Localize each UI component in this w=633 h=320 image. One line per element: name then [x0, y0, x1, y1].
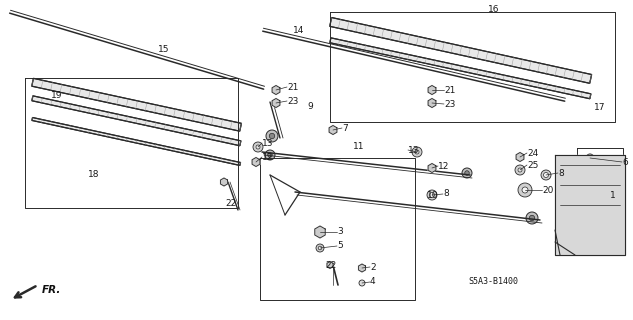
Text: 9: 9 — [307, 101, 313, 110]
Polygon shape — [358, 264, 365, 272]
Circle shape — [529, 215, 535, 221]
Polygon shape — [32, 96, 241, 146]
Circle shape — [222, 180, 226, 184]
Polygon shape — [252, 157, 260, 166]
Text: 23: 23 — [444, 100, 455, 108]
Polygon shape — [327, 261, 333, 268]
Polygon shape — [32, 117, 241, 165]
Circle shape — [318, 246, 322, 250]
Circle shape — [415, 150, 419, 154]
Circle shape — [430, 193, 434, 197]
Polygon shape — [329, 125, 337, 134]
Circle shape — [360, 266, 364, 270]
Text: 6: 6 — [622, 157, 628, 166]
Circle shape — [576, 196, 584, 204]
Text: 2: 2 — [370, 262, 375, 271]
Circle shape — [430, 165, 434, 171]
Circle shape — [594, 219, 606, 231]
Polygon shape — [272, 85, 280, 94]
Circle shape — [412, 147, 422, 157]
Text: 15: 15 — [158, 44, 170, 53]
Polygon shape — [516, 153, 524, 162]
Circle shape — [268, 153, 272, 157]
Circle shape — [256, 145, 260, 149]
Text: 14: 14 — [293, 26, 304, 35]
Circle shape — [359, 280, 365, 286]
Text: 8: 8 — [558, 169, 564, 178]
Circle shape — [269, 133, 275, 139]
Text: 13: 13 — [408, 146, 420, 155]
Polygon shape — [32, 78, 241, 131]
Circle shape — [465, 171, 469, 175]
Circle shape — [589, 185, 591, 187]
Text: 5: 5 — [337, 242, 342, 251]
Text: 18: 18 — [88, 170, 99, 179]
Text: 12: 12 — [438, 162, 449, 171]
Circle shape — [544, 172, 549, 178]
Circle shape — [586, 168, 594, 176]
Circle shape — [427, 190, 437, 200]
Polygon shape — [428, 164, 436, 172]
Text: 12: 12 — [262, 153, 273, 162]
Circle shape — [328, 263, 332, 267]
Polygon shape — [555, 155, 625, 255]
Text: 20: 20 — [542, 186, 553, 195]
Circle shape — [273, 88, 279, 92]
Circle shape — [588, 156, 592, 160]
Text: 8: 8 — [443, 189, 449, 198]
Circle shape — [522, 187, 528, 193]
Circle shape — [316, 229, 323, 235]
Text: 25: 25 — [527, 161, 539, 170]
Polygon shape — [315, 226, 325, 238]
Circle shape — [587, 183, 593, 189]
Text: 17: 17 — [594, 102, 606, 111]
Circle shape — [430, 100, 434, 106]
Polygon shape — [330, 38, 591, 99]
Text: 23: 23 — [287, 97, 298, 106]
Polygon shape — [272, 99, 280, 108]
Circle shape — [316, 244, 324, 252]
Circle shape — [265, 150, 275, 160]
Text: 22: 22 — [225, 199, 236, 209]
Text: FR.: FR. — [42, 285, 61, 295]
Text: 21: 21 — [287, 83, 298, 92]
Circle shape — [518, 155, 522, 159]
Text: 7: 7 — [342, 124, 348, 132]
Circle shape — [572, 192, 588, 208]
Circle shape — [518, 183, 532, 197]
Text: 22: 22 — [325, 261, 336, 270]
Text: 10: 10 — [427, 191, 439, 201]
Circle shape — [254, 160, 258, 164]
Text: 19: 19 — [51, 91, 63, 100]
Circle shape — [515, 165, 525, 175]
Polygon shape — [428, 99, 436, 108]
Circle shape — [430, 88, 434, 92]
Text: 21: 21 — [444, 85, 455, 94]
Circle shape — [266, 130, 278, 142]
Polygon shape — [330, 18, 592, 83]
Circle shape — [273, 100, 279, 106]
Text: 4: 4 — [370, 277, 375, 286]
Circle shape — [597, 222, 603, 228]
Text: 13: 13 — [262, 139, 273, 148]
Text: 11: 11 — [353, 141, 365, 150]
Text: 1: 1 — [610, 191, 616, 201]
Polygon shape — [220, 178, 227, 186]
Polygon shape — [428, 85, 436, 94]
Circle shape — [541, 170, 551, 180]
Circle shape — [526, 212, 538, 224]
Circle shape — [588, 170, 592, 174]
Circle shape — [253, 142, 263, 152]
Circle shape — [518, 168, 522, 172]
Circle shape — [462, 168, 472, 178]
Text: S5A3-B1400: S5A3-B1400 — [468, 277, 518, 286]
Text: 3: 3 — [337, 228, 342, 236]
Circle shape — [586, 154, 594, 162]
Text: 16: 16 — [488, 4, 499, 13]
Text: 24: 24 — [527, 148, 538, 157]
Circle shape — [330, 128, 335, 132]
